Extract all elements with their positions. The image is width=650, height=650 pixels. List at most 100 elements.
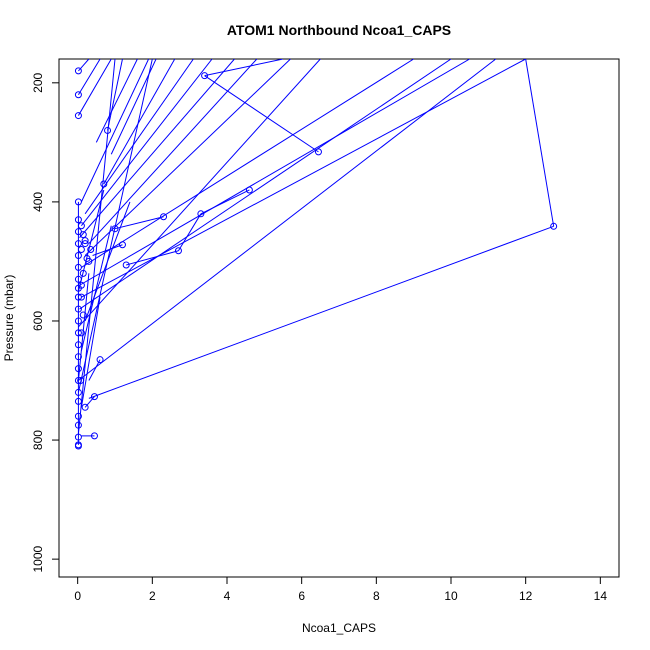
data-point <box>314 148 322 156</box>
data-point <box>74 329 82 337</box>
plot-frame <box>58 58 620 578</box>
data-point <box>77 293 85 301</box>
data-point <box>201 72 209 80</box>
series-line-segment <box>178 213 202 251</box>
data-point <box>77 281 85 289</box>
series-line-segment <box>103 59 176 185</box>
data-point <box>118 241 126 249</box>
data-point <box>74 341 82 349</box>
series-line-segment <box>84 59 194 215</box>
series-line-segment <box>114 216 164 230</box>
data-point <box>74 433 82 441</box>
series-line-segment <box>204 59 284 77</box>
series-line-segment <box>77 59 101 95</box>
y-tick-label: 200 <box>31 72 45 92</box>
data-point <box>74 240 82 248</box>
series-line-segment <box>77 189 105 292</box>
series-line-segment <box>77 59 116 435</box>
x-axis: 0 2 4 6 8 10 12 14 <box>74 576 608 603</box>
data-point <box>74 228 82 236</box>
series-line-segment <box>200 189 250 215</box>
data-point <box>74 216 82 224</box>
data-point <box>74 388 82 396</box>
x-tick-label: 14 <box>594 589 608 603</box>
data-point <box>74 91 82 99</box>
series-line-segment <box>77 273 90 381</box>
data-point <box>81 237 89 245</box>
series-group <box>74 59 558 450</box>
y-axis: 200 400 600 800 1000 <box>31 72 60 572</box>
data-point <box>197 210 205 218</box>
data-point <box>104 126 112 134</box>
series-line-segment <box>92 244 123 256</box>
series-line-segment <box>78 59 321 328</box>
data-point <box>160 213 168 221</box>
x-tick-label: 2 <box>149 589 156 603</box>
data-point <box>74 353 82 361</box>
series-line-segment <box>81 59 213 227</box>
series-line-segment <box>84 59 291 256</box>
data-point <box>74 251 82 259</box>
series-line-segment <box>78 59 497 381</box>
series-line-segment <box>107 59 123 131</box>
data-point <box>74 365 82 373</box>
data-point <box>77 246 85 254</box>
data-point <box>96 356 104 364</box>
series-line-segment <box>204 75 319 153</box>
series-line-segment <box>88 59 258 244</box>
y-tick-label: 400 <box>31 192 45 212</box>
data-point <box>77 222 85 230</box>
data-point <box>77 377 85 385</box>
series-line-segment <box>126 250 179 266</box>
data-point <box>74 293 82 301</box>
series-line-segment <box>81 59 414 268</box>
series-line-segment <box>84 201 131 322</box>
data-point <box>90 393 98 401</box>
series-line-segment <box>79 59 470 286</box>
data-point <box>79 311 87 319</box>
series-line-segment <box>525 59 555 227</box>
data-point <box>74 442 82 450</box>
data-point <box>122 261 130 269</box>
data-point <box>74 421 82 429</box>
x-tick-label: 10 <box>444 589 458 603</box>
series-line-segment <box>84 396 95 408</box>
series-line-segment <box>79 59 452 310</box>
data-point <box>79 231 87 239</box>
series-line-segment <box>88 359 101 381</box>
plot-area <box>74 59 558 450</box>
series-line-segment <box>80 225 112 351</box>
y-tick-label: 800 <box>31 430 45 450</box>
data-point <box>100 180 108 188</box>
data-point <box>74 67 82 75</box>
data-point <box>87 246 95 254</box>
data-point <box>245 186 253 194</box>
y-axis-label: Pressure (mbar) <box>2 275 16 362</box>
data-point <box>550 222 558 230</box>
data-point <box>74 112 82 120</box>
data-point <box>111 225 119 233</box>
series-line-segment <box>80 59 150 203</box>
series-line-segment <box>95 59 138 143</box>
data-point <box>74 317 82 325</box>
data-point <box>174 247 182 255</box>
x-tick-label: 6 <box>298 589 305 603</box>
x-axis-label: Ncoa1_CAPS <box>302 621 376 635</box>
data-point <box>74 412 82 420</box>
data-point <box>74 377 82 385</box>
data-point <box>74 263 82 271</box>
chart-title: ATOM1 Northbound Ncoa1_CAPS <box>227 22 451 38</box>
x-tick-label: 4 <box>224 589 231 603</box>
x-tick-label: 8 <box>373 589 380 603</box>
series-line-segment <box>80 297 101 408</box>
data-point <box>79 269 87 277</box>
data-point <box>81 240 89 248</box>
data-point <box>77 329 85 337</box>
series-line-segment <box>77 59 112 116</box>
data-point <box>74 397 82 405</box>
data-point <box>85 257 93 265</box>
series-line-segment <box>78 59 90 72</box>
y-tick-label: 600 <box>31 311 45 331</box>
data-point <box>81 403 89 411</box>
